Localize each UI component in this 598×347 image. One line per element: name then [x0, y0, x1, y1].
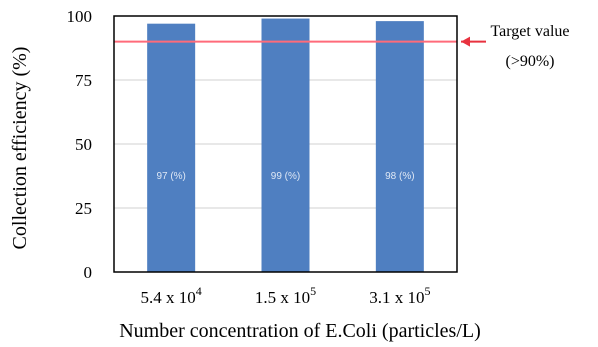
x-tick-exponent: 5 [310, 284, 316, 298]
x-tick-exponent: 5 [424, 284, 430, 298]
x-tick-label: 5.4 x 104 [141, 284, 202, 307]
target-label-line1: Target value [491, 23, 570, 40]
plot-area-frame [113, 15, 458, 273]
y-tick-label: 50 [75, 135, 92, 154]
y-tick-label: 100 [67, 7, 93, 26]
target-arrow-head [461, 36, 470, 47]
bar-data-labels: 97 (%) 99 (%) 98 (%) [156, 171, 414, 182]
bar [147, 23, 196, 273]
x-tick-exponent: 4 [196, 284, 202, 298]
y-tick-label: 25 [75, 199, 92, 218]
x-tick-base: 5.4 x 10 [141, 288, 196, 307]
y-tick-label: 75 [75, 71, 92, 90]
x-tick-label: 3.1 x 105 [369, 284, 430, 307]
bar-data-label: 98 (%) [385, 171, 414, 182]
bar [375, 21, 424, 273]
x-tick-label: 1.5 x 105 [255, 284, 316, 307]
y-tick-labels: 0 25 50 75 100 [67, 7, 93, 282]
y-tick-label: 0 [84, 263, 93, 282]
bar [261, 18, 310, 273]
bar-data-label: 97 (%) [156, 171, 185, 182]
target-label-line2: (>90%) [505, 53, 554, 70]
x-tick-base: 1.5 x 10 [255, 288, 310, 307]
bar-data-label: 99 (%) [271, 171, 300, 182]
x-tick-labels: 5.4 x 104 1.5 x 105 3.1 x 105 [141, 284, 431, 307]
y-axis-label: Collection efficiency (%) [9, 47, 31, 250]
x-axis-label: Number concentration of E.Coli (particle… [119, 320, 481, 342]
bars [147, 18, 424, 273]
target-line-group [114, 36, 486, 47]
x-tick-base: 3.1 x 10 [369, 288, 424, 307]
